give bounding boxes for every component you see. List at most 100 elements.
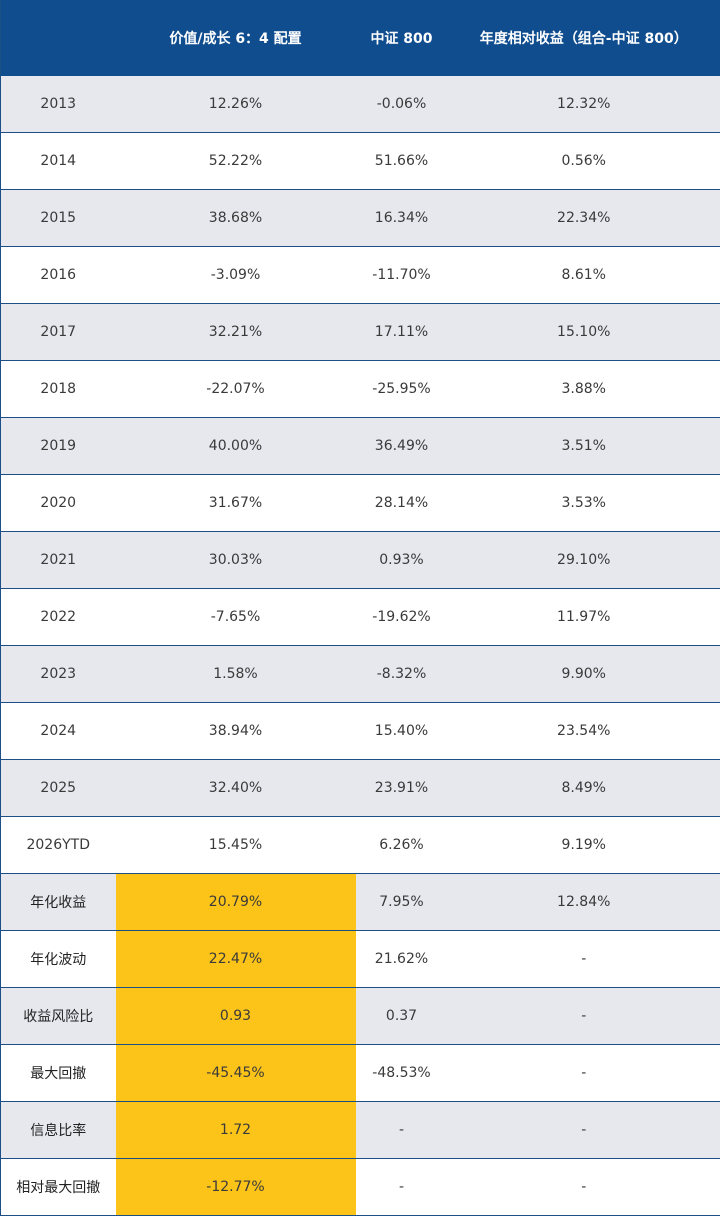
portfolio-value: -22.07%	[116, 361, 356, 418]
relative-stat-value: -	[448, 1045, 720, 1102]
portfolio-stat-value: 1.72	[116, 1102, 356, 1159]
stat-label: 收益风险比	[1, 988, 116, 1045]
portfolio-value: 30.03%	[116, 532, 356, 589]
row-label: 2017	[1, 304, 116, 361]
portfolio-stat-value: 0.93	[116, 988, 356, 1045]
portfolio-value: 1.58%	[116, 646, 356, 703]
row-label: 2014	[1, 133, 116, 190]
portfolio-value: -3.09%	[116, 247, 356, 304]
relative-value: 8.49%	[448, 760, 720, 817]
csi800-value: 23.91%	[356, 760, 448, 817]
stat-row-max-drawdown: 最大回撤 -45.45% -48.53% -	[1, 1045, 720, 1102]
relative-stat-value: -	[448, 931, 720, 988]
portfolio-value: 52.22%	[116, 133, 356, 190]
csi800-value: 28.14%	[356, 475, 448, 532]
table-row: 2017 32.21% 17.11% 15.10%	[1, 304, 720, 361]
csi800-value: 36.49%	[356, 418, 448, 475]
row-label: 2018	[1, 361, 116, 418]
portfolio-value: 12.26%	[116, 76, 356, 133]
header-cell-portfolio: 价值/成长 6：4 配置	[116, 0, 356, 76]
header-cell-relative: 年度相对收益（组合-中证 800）	[448, 0, 720, 76]
csi800-value: 51.66%	[356, 133, 448, 190]
csi800-stat-value: 21.62%	[356, 931, 448, 988]
relative-value: 9.19%	[448, 817, 720, 874]
table-row: 2015 38.68% 16.34% 22.34%	[1, 190, 720, 247]
row-label: 2019	[1, 418, 116, 475]
csi800-value: -11.70%	[356, 247, 448, 304]
csi800-value: 6.26%	[356, 817, 448, 874]
csi800-stat-value: 0.37	[356, 988, 448, 1045]
relative-stat-value: 12.84%	[448, 874, 720, 931]
table-row: 2019 40.00% 36.49% 3.51%	[1, 418, 720, 475]
csi800-stat-value: -	[356, 1102, 448, 1159]
relative-value: 12.32%	[448, 76, 720, 133]
header-cell-csi800: 中证 800	[356, 0, 448, 76]
relative-value: 15.10%	[448, 304, 720, 361]
table-row: 2014 52.22% 51.66% 0.56%	[1, 133, 720, 190]
table-row: 2018 -22.07% -25.95% 3.88%	[1, 361, 720, 418]
table-row: 2026YTD 15.45% 6.26% 9.19%	[1, 817, 720, 874]
portfolio-value: -7.65%	[116, 589, 356, 646]
table-row: 2020 31.67% 28.14% 3.53%	[1, 475, 720, 532]
row-label: 2020	[1, 475, 116, 532]
csi800-value: -19.62%	[356, 589, 448, 646]
relative-value: 0.56%	[448, 133, 720, 190]
csi800-value: -8.32%	[356, 646, 448, 703]
portfolio-stat-value: -45.45%	[116, 1045, 356, 1102]
relative-value: 3.53%	[448, 475, 720, 532]
relative-value: 22.34%	[448, 190, 720, 247]
row-label: 2015	[1, 190, 116, 247]
row-label: 2026YTD	[1, 817, 116, 874]
relative-stat-value: -	[448, 988, 720, 1045]
row-label: 2024	[1, 703, 116, 760]
table-body: 2013 12.26% -0.06% 12.32% 2014 52.22% 51…	[1, 76, 720, 1216]
stat-label: 年化收益	[1, 874, 116, 931]
relative-value: 23.54%	[448, 703, 720, 760]
stat-label: 信息比率	[1, 1102, 116, 1159]
relative-value: 29.10%	[448, 532, 720, 589]
csi800-value: 17.11%	[356, 304, 448, 361]
table-row: 2013 12.26% -0.06% 12.32%	[1, 76, 720, 133]
row-label: 2022	[1, 589, 116, 646]
relative-value: 11.97%	[448, 589, 720, 646]
table-row: 2022 -7.65% -19.62% 11.97%	[1, 589, 720, 646]
row-label: 2016	[1, 247, 116, 304]
csi800-value: 15.40%	[356, 703, 448, 760]
portfolio-value: 31.67%	[116, 475, 356, 532]
csi800-stat-value: 7.95%	[356, 874, 448, 931]
table-row: 2021 30.03% 0.93% 29.10%	[1, 532, 720, 589]
row-label: 2023	[1, 646, 116, 703]
table-header: 价值/成长 6：4 配置 中证 800 年度相对收益（组合-中证 800）	[1, 0, 720, 76]
row-label: 2021	[1, 532, 116, 589]
csi800-value: -0.06%	[356, 76, 448, 133]
portfolio-stat-value: 20.79%	[116, 874, 356, 931]
stat-row-information-ratio: 信息比率 1.72 - -	[1, 1102, 720, 1159]
header-cell-label	[1, 0, 116, 76]
stat-row-annualized-volatility: 年化波动 22.47% 21.62% -	[1, 931, 720, 988]
portfolio-value: 38.94%	[116, 703, 356, 760]
relative-value: 3.51%	[448, 418, 720, 475]
csi800-value: 16.34%	[356, 190, 448, 247]
relative-value: 3.88%	[448, 361, 720, 418]
portfolio-value: 40.00%	[116, 418, 356, 475]
csi800-value: 0.93%	[356, 532, 448, 589]
table-row: 2024 38.94% 15.40% 23.54%	[1, 703, 720, 760]
stat-row-annualized-return: 年化收益 20.79% 7.95% 12.84%	[1, 874, 720, 931]
csi800-stat-value: -48.53%	[356, 1045, 448, 1102]
table-row: 2023 1.58% -8.32% 9.90%	[1, 646, 720, 703]
row-label: 2025	[1, 760, 116, 817]
portfolio-value: 15.45%	[116, 817, 356, 874]
header-row: 价值/成长 6：4 配置 中证 800 年度相对收益（组合-中证 800）	[1, 0, 720, 76]
portfolio-stat-value: 22.47%	[116, 931, 356, 988]
row-label: 2013	[1, 76, 116, 133]
table-row: 2025 32.40% 23.91% 8.49%	[1, 760, 720, 817]
stat-label: 最大回撤	[1, 1045, 116, 1102]
csi800-value: -25.95%	[356, 361, 448, 418]
relative-value: 9.90%	[448, 646, 720, 703]
stat-row-return-risk-ratio: 收益风险比 0.93 0.37 -	[1, 988, 720, 1045]
portfolio-value: 32.40%	[116, 760, 356, 817]
table-row: 2016 -3.09% -11.70% 8.61%	[1, 247, 720, 304]
relative-stat-value: -	[448, 1102, 720, 1159]
relative-value: 8.61%	[448, 247, 720, 304]
